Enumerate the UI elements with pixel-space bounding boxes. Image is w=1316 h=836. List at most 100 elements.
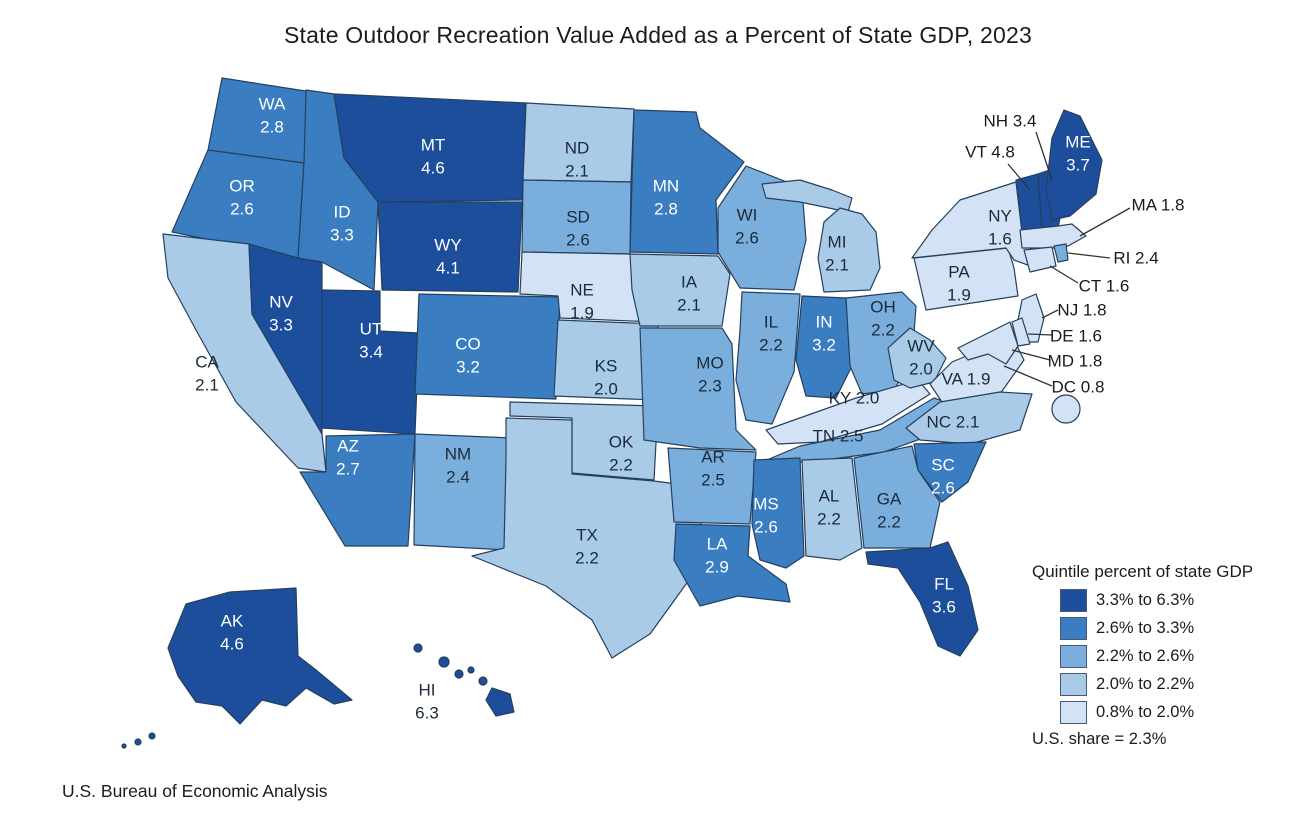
state-CO-label: CO [455,334,481,353]
legend-rows: 3.3% to 6.3% 2.6% to 3.3% 2.2% to 2.6% 2.0%… [1032,589,1294,724]
leader-line-DC [1003,365,1053,387]
state-AK-dot [121,743,127,749]
state-CT [1023,246,1057,273]
legend-label-1: 2.6% to 3.3% [1096,619,1195,637]
state-NM-value: 2.4 [446,467,470,486]
state-SD-value: 2.6 [566,230,590,249]
state-KS-label: KS [595,356,618,375]
legend-label-4: 0.8% to 2.0% [1096,703,1195,721]
state-AL [801,457,863,561]
state-NY-value: 1.6 [988,229,1012,248]
state-NY-label: NY [988,206,1012,225]
state-IL-label: IL [764,312,778,331]
source-attribution: U.S. Bureau of Economic Analysis [62,781,328,801]
state-MI [817,207,881,293]
state-FL [865,541,979,657]
state-WY-value: 4.1 [436,258,460,277]
state-HI-label: HI [419,680,436,699]
state-UT-label: UT [360,319,383,338]
state-HI [485,687,515,717]
legend: Quintile percent of state GDP 3.3% to 6.… [1032,562,1294,749]
state-MI [761,179,853,213]
state-OR-value: 2.6 [230,199,254,218]
state-ID-label: ID [334,202,351,221]
leader-line-MD [1011,349,1051,361]
state-AK-dot [148,732,156,740]
state-OR-label: OR [229,176,255,195]
state-LA-value: 2.9 [705,557,729,576]
state-AK-label: AK [221,611,244,630]
state-WV [887,327,947,389]
state-OK-value: 2.2 [609,455,633,474]
state-WV-value: 2.0 [909,359,933,378]
legend-title: Quintile percent of state GDP [1032,562,1254,581]
state-WI-label: WI [737,205,758,224]
leader-line-RI [1067,252,1111,259]
state-HI-dot [438,656,450,668]
leader-line-VT [1007,163,1031,191]
state-ID-value: 3.3 [330,225,354,244]
state-DC-dot [1051,394,1081,424]
state-NC-label: NC 2.1 [927,412,980,431]
legend-label-0: 3.3% to 6.3% [1096,591,1195,609]
state-MT [333,93,527,203]
state-KS-value: 2.0 [594,379,618,398]
state-TX-value: 2.2 [575,548,599,567]
callout-RI-label: RI 2.4 [1113,248,1158,267]
state-OH-value: 2.2 [871,320,895,339]
state-NV-label: NV [269,292,293,311]
state-MO-label: MO [696,353,723,372]
state-labels-layer: WA 2.8 OR 2.6 CA 2.1 NV 3.3 ID 3.3 MT 4.6 WY 4.1 UT 3.4… [195,94,1184,722]
state-WA-label: WA [259,94,286,113]
callout-VT-label: VT 4.8 [965,142,1015,161]
callout-MD-label: MD 1.8 [1048,351,1103,370]
state-MA [1019,223,1087,249]
state-AR-label: AR [701,447,725,466]
legend-swatch-1 [1060,617,1087,640]
state-MN-value: 2.8 [654,199,678,218]
state-IN-value: 3.2 [812,335,836,354]
state-AK-value: 4.6 [220,634,244,653]
state-MO [639,327,757,451]
legend-swatch-3 [1060,673,1087,696]
leader-line-MA [1079,207,1131,237]
state-KY-label: KY 2.0 [829,388,880,407]
state-IN-label: IN [816,312,833,331]
state-MT-value: 4.6 [421,158,445,177]
us-share-note: U.S. share = 2.3% [1032,730,1167,748]
state-GA-label: GA [877,489,902,508]
state-FL-label: FL [934,574,954,593]
callout-NJ-label: NJ 1.8 [1057,300,1106,319]
page-title: State Outdoor Recreation Value Added as … [284,22,1032,48]
state-AZ-value: 2.7 [336,459,360,478]
state-AK-dot [134,738,142,746]
state-WA-value: 2.8 [260,117,284,136]
callout-DC-label: DC 0.8 [1052,377,1105,396]
state-MS [751,457,805,569]
states-layer [121,77,1103,749]
state-MI-label: MI [828,232,847,251]
legend-row-0: 3.3% to 6.3% [1060,589,1294,612]
leader-line-NJ [1041,309,1059,319]
state-ME-label: ME [1065,132,1091,151]
state-LA-label: LA [707,534,728,553]
state-OK-label: OK [609,432,634,451]
state-ME-value: 3.7 [1066,155,1090,174]
state-HI-dot [454,669,464,679]
state-IL-value: 2.2 [759,335,783,354]
callout-DE-label: DE 1.6 [1050,326,1102,345]
legend-row-4: 0.8% to 2.0% [1060,701,1294,724]
state-WI-value: 2.6 [735,228,759,247]
state-IL [735,291,801,425]
legend-label-2: 2.2% to 2.6% [1096,647,1195,665]
state-WY [377,201,523,293]
state-OH-label: OH [870,297,896,316]
state-PA-value: 1.9 [947,285,971,304]
state-TN-label: TN 2.5 [812,426,863,445]
state-HI-dot [478,676,488,686]
state-NV-value: 3.3 [269,315,293,334]
state-SC-value: 2.6 [931,478,955,497]
state-FL-value: 3.6 [932,597,956,616]
